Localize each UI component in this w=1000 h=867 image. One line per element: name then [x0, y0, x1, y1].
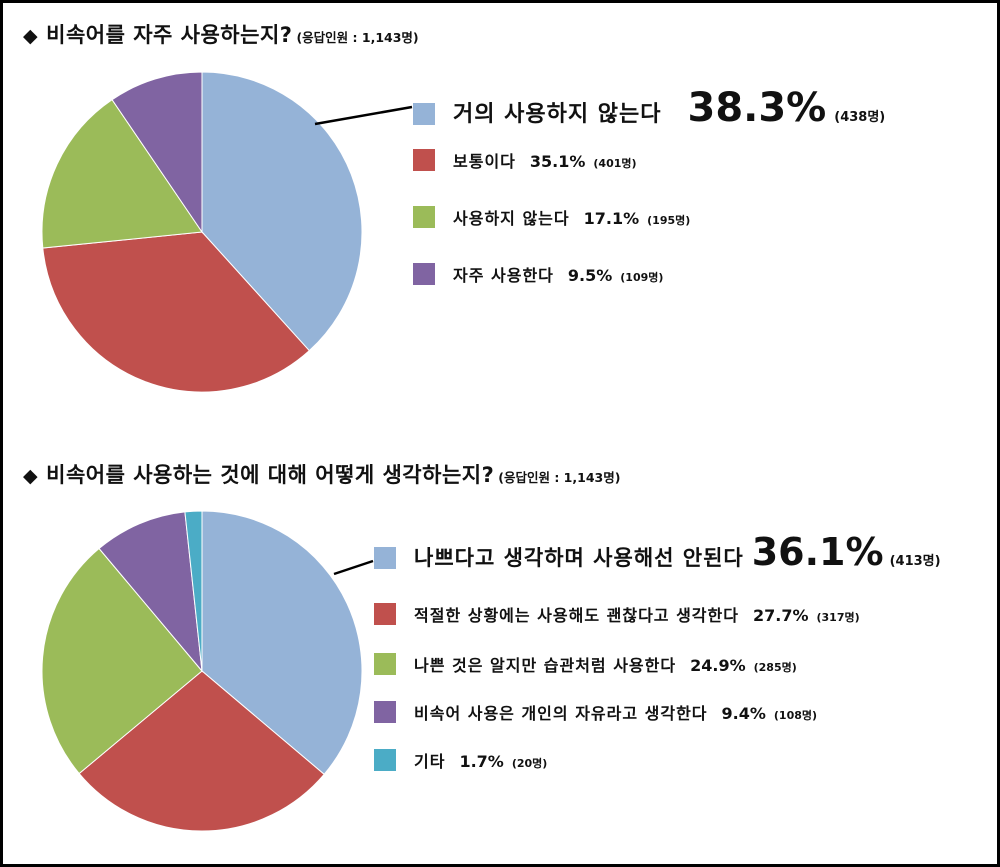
- legend-label: 보통이다: [453, 152, 516, 171]
- legend-count: (195명): [647, 214, 691, 227]
- legend-label: 나쁜 것은 알지만 습관처럼 사용한다: [414, 656, 677, 675]
- legend-count: (438명): [834, 110, 886, 125]
- chart-title: 비속어를 자주 사용하는지?: [46, 23, 293, 47]
- chart-title: 비속어를 사용하는 것에 대해 어떻게 생각하는지?: [46, 463, 495, 487]
- legend-swatch: [374, 749, 396, 771]
- legend-percent: 1.7%: [459, 752, 504, 771]
- legend-percent: 27.7%: [752, 606, 809, 625]
- legend-swatch: [374, 701, 396, 723]
- pie-slice: [41, 98, 203, 249]
- legend-label: 나쁘다고 생각하며 사용해선 안된다: [414, 546, 744, 570]
- legend-count: (317명): [816, 611, 860, 624]
- pie-chart: [41, 510, 374, 832]
- pie-slice: [111, 71, 203, 234]
- legend-swatch: [374, 547, 396, 569]
- pie-slice: [42, 231, 311, 393]
- chart-heading: ◆ 비속어를 사용하는 것에 대해 어떻게 생각하는지? (응답인원 : 1,143…: [23, 459, 620, 489]
- legend-item: 사용하지 않는다 17.1% (195명): [413, 202, 690, 229]
- legend-count: (285명): [753, 661, 797, 674]
- pie-slice: [184, 510, 203, 672]
- legend-swatch: [374, 603, 396, 625]
- legend-item: 나쁜 것은 알지만 습관처럼 사용한다 24.9% (285명): [374, 649, 797, 676]
- legend-item: 기타 1.7% (20명): [374, 745, 547, 772]
- legend-item: 비속어 사용은 개인의 자유라고 생각한다 9.4% (108명): [374, 697, 817, 724]
- legend-percent: 35.1%: [529, 152, 586, 171]
- respondents-note: (응답인원 : 1,143명): [296, 30, 419, 45]
- pie-slice: [41, 547, 203, 775]
- leader-line: [333, 559, 374, 576]
- legend-item: 나쁘다고 생각하며 사용해선 안된다 36.1% (413명): [374, 530, 941, 574]
- pie-slice: [201, 71, 363, 352]
- diamond-bullet-icon: ◆: [23, 25, 39, 47]
- legend-swatch: [374, 653, 396, 675]
- legend-item: 보통이다 35.1% (401명): [413, 145, 637, 172]
- legend-item: 적절한 상황에는 사용해도 괜찮다고 생각한다 27.7% (317명): [374, 599, 860, 626]
- legend-label: 적절한 상황에는 사용해도 괜찮다고 생각한다: [414, 606, 739, 625]
- legend-swatch: [413, 103, 435, 125]
- chart-section-opinion: ◆ 비속어를 사용하는 것에 대해 어떻게 생각하는지? (응답인원 : 1,143…: [3, 443, 997, 864]
- respondents-note: (응답인원 : 1,143명): [498, 470, 621, 485]
- legend-count: (401명): [593, 157, 637, 170]
- chart-section-usage-frequency: ◆ 비속어를 자주 사용하는지? (응답인원 : 1,143명) 거의 사용하지 않…: [3, 3, 997, 433]
- legend-percent: 9.4%: [721, 704, 766, 723]
- legend-percent: 24.9%: [690, 656, 746, 675]
- legend-label: 거의 사용하지 않는다: [453, 102, 662, 127]
- pie-slice: [78, 670, 325, 832]
- legend-label: 자주 사용한다: [453, 266, 554, 285]
- legend-item: 거의 사용하지 않는다 38.3% (438명): [413, 85, 885, 131]
- legend-swatch: [413, 206, 435, 228]
- legend-count: (20명): [511, 757, 548, 770]
- chart-heading: ◆ 비속어를 자주 사용하는지? (응답인원 : 1,143명): [23, 19, 419, 49]
- legend-item: 자주 사용한다 9.5% (109명): [413, 259, 663, 286]
- legend-percent: 9.5%: [567, 266, 613, 285]
- legend-swatch: [413, 263, 435, 285]
- legend-count: (108명): [773, 709, 818, 722]
- legend-label: 사용하지 않는다: [453, 209, 570, 228]
- pie-slice: [201, 510, 363, 776]
- leader-line: [314, 105, 413, 126]
- legend-count: (109명): [620, 271, 664, 284]
- legend-percent: 38.3%: [687, 85, 827, 131]
- legend-label: 비속어 사용은 개인의 자유라고 생각한다: [414, 704, 708, 723]
- legend-percent: 17.1%: [583, 209, 640, 228]
- pie-slice: [98, 511, 203, 673]
- pie-chart: [41, 71, 413, 393]
- diamond-bullet-icon: ◆: [23, 465, 39, 487]
- legend-count: (413명): [889, 554, 941, 569]
- legend-swatch: [413, 149, 435, 171]
- legend-label: 기타: [414, 752, 446, 771]
- legend-percent: 36.1%: [751, 530, 884, 574]
